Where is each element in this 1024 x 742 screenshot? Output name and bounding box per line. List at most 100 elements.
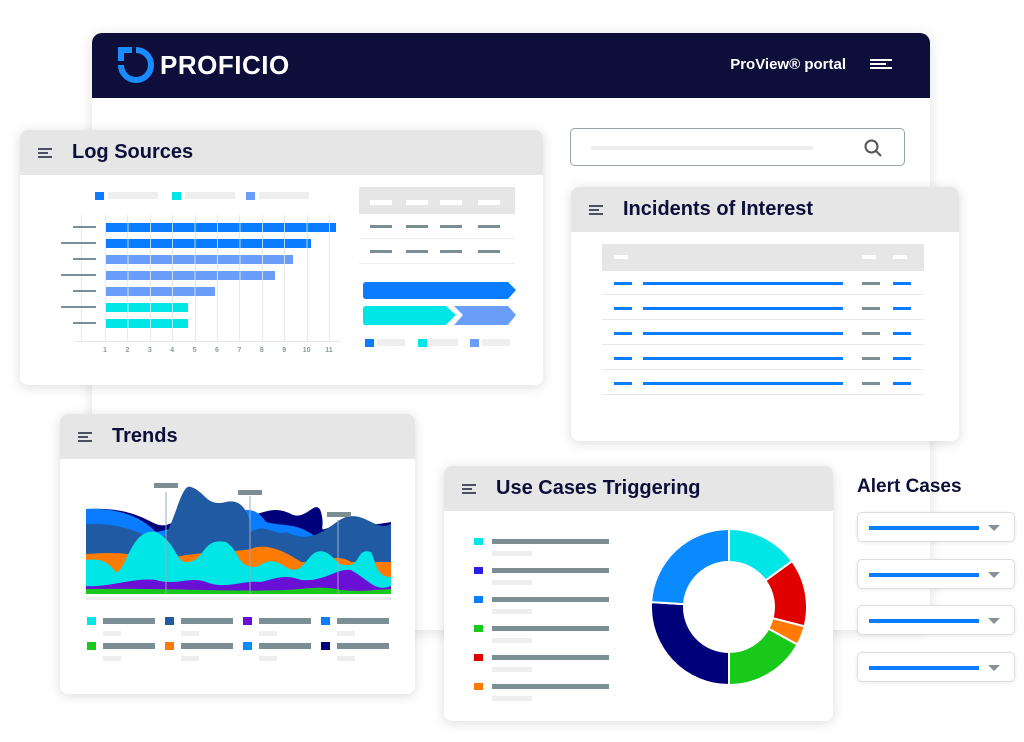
row-divider: [602, 394, 924, 395]
incident-id[interactable]: [614, 282, 632, 285]
grid-line: [284, 215, 286, 341]
incident-cell: [862, 382, 880, 385]
alert-cases-title: Alert Cases: [857, 476, 962, 497]
incident-status: [893, 282, 911, 285]
bar-label: [73, 290, 96, 292]
alert-case-label: [869, 619, 979, 623]
use-cases-donut-chart: [650, 527, 808, 687]
table-cell: [478, 250, 500, 253]
legend-label: [259, 618, 311, 624]
x-tick-label: 6: [215, 347, 219, 354]
chevron-down-icon[interactable]: [988, 664, 1000, 671]
legend-swatch: [474, 538, 483, 545]
incident-cell: [862, 282, 880, 285]
x-tick-label: 8: [259, 347, 264, 354]
x-tick-label: 5: [192, 347, 197, 354]
bar: [106, 239, 311, 248]
alert-case-dropdown[interactable]: [857, 512, 1015, 542]
incident-status: [893, 307, 911, 310]
legend-value: [103, 656, 121, 661]
incident-status: [893, 332, 911, 335]
x-tick-label: 10: [302, 347, 311, 354]
legend-value: [181, 656, 199, 661]
grid-line: [105, 215, 106, 341]
table-header-cell: [614, 255, 628, 259]
chevron-down-icon[interactable]: [988, 571, 1000, 578]
table-header-cell: [440, 200, 462, 205]
legend-value: [492, 667, 532, 672]
donut-slice: [650, 601, 730, 687]
legend-swatch: [474, 654, 483, 661]
bar-label: [73, 258, 96, 260]
card-title: Trends: [112, 425, 178, 447]
bar: [106, 319, 188, 328]
bar-label: [61, 242, 96, 244]
legend-swatch: [474, 567, 483, 574]
incident-cell: [862, 357, 880, 360]
legend-label: [492, 539, 609, 544]
x-tick-label: 4: [170, 347, 175, 354]
incident-id[interactable]: [614, 382, 632, 385]
legend-swatch: [165, 642, 174, 650]
menu-icon[interactable]: [870, 57, 892, 71]
x-tick-label: 7: [237, 347, 242, 354]
bar: [106, 287, 215, 296]
portal-label[interactable]: ProView® portal: [730, 56, 846, 73]
incident-name[interactable]: [643, 282, 843, 285]
table-cell: [370, 225, 392, 228]
legend-value: [492, 551, 532, 556]
brand-name: PROFICIO: [160, 49, 290, 80]
legend-value: [492, 638, 532, 643]
bar-label: [73, 322, 96, 324]
incident-id[interactable]: [614, 307, 632, 310]
table-cell: [440, 225, 462, 228]
incident-id[interactable]: [614, 357, 632, 360]
menu-icon[interactable]: [589, 203, 605, 217]
legend-label: [492, 684, 609, 689]
alert-case-dropdown[interactable]: [857, 605, 1015, 635]
table-header-cell: [893, 255, 907, 259]
alert-case-label: [869, 665, 979, 670]
chevron-down-icon[interactable]: [988, 618, 1000, 624]
row-divider: [359, 263, 515, 264]
table-cell: [370, 250, 392, 253]
search-input[interactable]: [570, 128, 905, 166]
legend-value: [492, 580, 532, 585]
incident-name[interactable]: [643, 307, 843, 310]
legend-label: [259, 643, 311, 649]
legend-swatch: [474, 625, 483, 632]
logo[interactable]: PROFICIO: [118, 47, 290, 83]
menu-icon[interactable]: [38, 146, 54, 160]
table-cell: [440, 250, 462, 253]
progress-arrows: [363, 282, 516, 325]
incident-id[interactable]: [614, 332, 632, 335]
legend-label: [337, 618, 389, 624]
legend-value: [259, 631, 277, 636]
search-icon[interactable]: [864, 139, 882, 157]
use-cases-card: Use Cases Triggering: [444, 466, 833, 721]
alert-case-dropdown[interactable]: [857, 558, 1015, 589]
x-tick-label: 3: [147, 347, 152, 354]
legend-value: [492, 696, 532, 701]
legend-value: [337, 631, 355, 636]
bar: [106, 255, 294, 264]
bar: [106, 303, 188, 312]
bar-label: [61, 274, 96, 276]
grid-line: [329, 215, 330, 341]
incident-name[interactable]: [643, 357, 843, 360]
legend-swatch: [474, 596, 483, 603]
incident-cell: [862, 307, 880, 310]
chevron-down-icon[interactable]: [988, 525, 1000, 531]
alert-case-dropdown[interactable]: [857, 651, 1015, 682]
x-tick-label: 9: [282, 347, 287, 354]
x-tick-label: 2: [125, 347, 130, 354]
incident-name[interactable]: [643, 332, 843, 335]
menu-icon[interactable]: [78, 430, 94, 444]
legend-label: [181, 618, 233, 624]
legend-swatch: [474, 683, 483, 690]
incident-name[interactable]: [643, 382, 843, 385]
legend-swatch: [321, 617, 330, 625]
proficio-logo-icon: [118, 47, 154, 83]
menu-icon[interactable]: [462, 482, 478, 496]
legend-swatch: [243, 642, 252, 650]
